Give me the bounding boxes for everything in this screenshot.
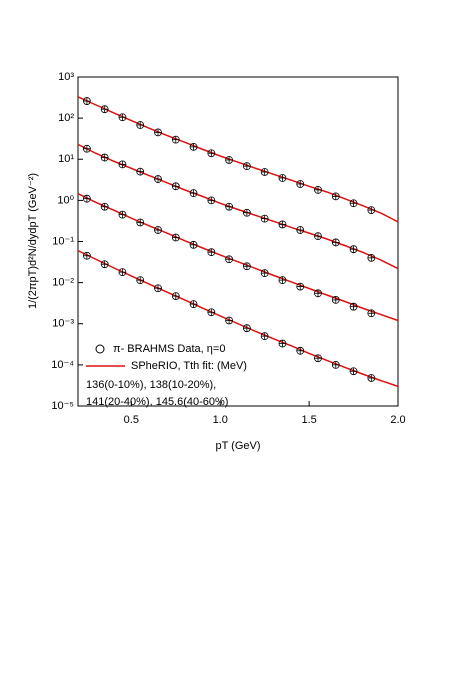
- data-point: [296, 282, 305, 291]
- fit-line: [77, 96, 399, 223]
- data-point: [207, 308, 216, 317]
- y-tick-label: 10⁻²: [52, 277, 74, 289]
- data-point: [171, 182, 180, 191]
- data-point: [314, 185, 322, 194]
- data-point: [296, 346, 305, 355]
- data-point: [118, 160, 127, 169]
- data-point: [260, 332, 269, 341]
- annotation: 136(0-10%), 138(10-20%),: [86, 379, 216, 391]
- y-tick-label: 10⁻³: [52, 318, 74, 330]
- data-point: [278, 339, 287, 348]
- data-point: [136, 276, 145, 285]
- data-point: [100, 105, 109, 114]
- data-point: [242, 162, 251, 171]
- data-point: [82, 251, 91, 260]
- data-point: [349, 302, 358, 311]
- x-tick-label: 1.0: [213, 414, 228, 426]
- y-tick-label: 10⁰: [57, 194, 74, 206]
- data-point: [225, 156, 234, 164]
- data-point: [100, 260, 109, 269]
- data-point: [260, 168, 269, 176]
- y-tick-label: 10⁻¹: [52, 235, 74, 247]
- data-point: [367, 374, 376, 382]
- legend-label: SPheRIO, Tth fit: (MeV): [131, 360, 247, 372]
- data-point: [189, 240, 198, 249]
- data-point: [100, 202, 109, 211]
- data-point: [242, 262, 251, 271]
- data-point: [154, 226, 162, 234]
- y-tick-label: 10¹: [58, 153, 74, 165]
- data-point: [242, 208, 251, 217]
- y-tick-label: 10²: [58, 112, 74, 124]
- data-point: [154, 128, 162, 137]
- data-point: [349, 199, 358, 208]
- data-point: [242, 324, 251, 333]
- x-tick-label: 2.0: [390, 414, 405, 426]
- y-axis-label: 1/(2πpT)d²N/dydpT (GeV⁻²): [27, 173, 39, 309]
- annotation: 141(20-40%), 145.6(40-60%): [86, 396, 228, 408]
- data-point: [207, 248, 216, 257]
- data-point: [278, 174, 287, 182]
- data-point: [100, 153, 109, 162]
- data-point: [278, 276, 287, 285]
- y-tick-label: 10⁻⁴: [51, 359, 74, 371]
- data-point: [171, 233, 180, 242]
- data-point: [331, 360, 340, 369]
- data-point: [225, 202, 234, 211]
- y-tick-label: 10³: [58, 71, 74, 83]
- data-point: [349, 245, 358, 254]
- x-tick-label: 1.5: [301, 414, 316, 426]
- data-point: [314, 354, 322, 363]
- data-point: [136, 167, 145, 176]
- data-point: [118, 268, 127, 277]
- plot-frame: [77, 76, 399, 407]
- data-point: [349, 367, 358, 376]
- data-point: [82, 97, 91, 105]
- data-point: [331, 238, 340, 247]
- data-point: [331, 296, 340, 304]
- data-point: [136, 218, 145, 227]
- data-point: [367, 309, 376, 318]
- data-point: [154, 175, 162, 183]
- data-point: [331, 192, 340, 201]
- data-point: [278, 220, 287, 229]
- data-point: [136, 121, 145, 129]
- data-point: [82, 194, 91, 203]
- data-point: [118, 113, 127, 122]
- fit-line: [77, 143, 399, 270]
- data-point: [154, 284, 162, 293]
- y-tick-label: 10⁻⁵: [51, 400, 74, 412]
- x-axis-label: pT (GeV): [215, 440, 260, 452]
- data-point: [225, 255, 234, 264]
- data-point: [225, 316, 234, 325]
- data-point: [314, 289, 322, 298]
- data-point: [82, 144, 91, 153]
- data-point: [367, 253, 376, 262]
- data-point: [296, 180, 305, 188]
- data-point: [260, 214, 269, 223]
- data-point: [189, 142, 198, 151]
- data-point: [189, 300, 198, 309]
- data-point: [207, 149, 216, 158]
- data-point: [314, 232, 322, 241]
- fit-line: [77, 193, 399, 322]
- fit-line: [77, 249, 399, 388]
- data-point: [367, 206, 376, 215]
- legend-marker: [95, 344, 105, 354]
- legend-label: π- BRAHMS Data, η=0: [113, 343, 225, 355]
- data-point: [171, 135, 180, 144]
- data-point: [189, 189, 198, 198]
- x-tick-label: 0.5: [124, 414, 139, 426]
- data-point: [296, 226, 305, 234]
- data-point: [260, 269, 269, 278]
- data-point: [118, 210, 127, 219]
- data-point: [171, 292, 180, 301]
- data-point: [207, 196, 216, 205]
